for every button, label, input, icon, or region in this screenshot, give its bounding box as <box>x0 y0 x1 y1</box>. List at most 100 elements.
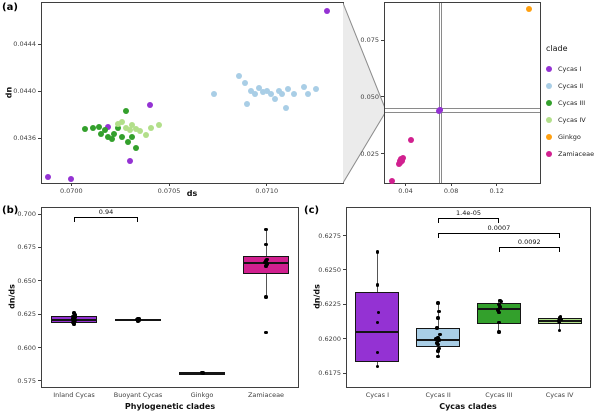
y-tick-mark <box>343 372 346 374</box>
y-tick-mark <box>38 380 41 382</box>
zoom-region-line <box>438 3 440 183</box>
x-tick-label: 0.0705 <box>157 187 181 195</box>
y-tick-label: 0.075 <box>360 36 379 45</box>
y-tick-mark <box>343 303 346 305</box>
zamiaceae-point <box>399 155 406 162</box>
panel-a-label: (a) <box>2 2 18 13</box>
cycas-iv-swatch-icon <box>546 116 552 123</box>
cycas-iii-point <box>128 134 135 141</box>
legend-item-label: Zamiaceae <box>558 149 595 158</box>
jitter-point <box>375 350 380 355</box>
cycas-iii-point <box>132 144 139 151</box>
cycas-iii-point <box>109 136 116 143</box>
y-tick-mark <box>38 137 41 139</box>
upper-whisker <box>376 252 378 292</box>
y-tick-label: 0.0444 <box>13 40 36 49</box>
y-tick-label: 0.6175 <box>318 369 341 378</box>
cycas-ii-point <box>312 85 319 92</box>
cycas-iii-point <box>95 123 102 130</box>
cycas-iii-swatch-icon <box>546 99 552 106</box>
cycas-ii-point <box>275 88 282 95</box>
y-tick-label: 0.0436 <box>13 134 36 143</box>
jitter-point <box>72 322 76 326</box>
significance-label: 0.0092 <box>517 237 541 246</box>
jitter-point <box>557 316 562 320</box>
cycas-ii-point <box>283 104 290 111</box>
jitter-point <box>559 317 564 322</box>
lower-whisker <box>265 273 267 297</box>
y-tick-mark <box>381 39 384 41</box>
cycas-iv-point <box>156 122 163 129</box>
panel-c-y-axis-title: dn/ds <box>312 284 322 309</box>
x-tick-label: 0.08 <box>443 187 459 195</box>
jitter-point <box>264 227 268 232</box>
cycas-ii-point <box>252 90 259 97</box>
cycas-i-point <box>437 107 444 114</box>
cycas-ii-swatch-icon <box>546 82 552 89</box>
cycas-iv-point <box>148 124 155 131</box>
significance-bracket-tip <box>558 232 560 238</box>
jitter-point <box>497 320 501 325</box>
y-tick-mark <box>343 235 346 237</box>
jitter-point <box>498 305 502 309</box>
jitter-point <box>201 371 205 375</box>
cycas-iv-point <box>126 127 133 134</box>
jitter-point <box>436 335 440 340</box>
legend-title: clade <box>546 44 568 53</box>
legend-item-cycas-iv: Cycas IV <box>546 111 600 128</box>
jitter-point <box>435 326 439 330</box>
cycas-ii-point <box>236 72 243 79</box>
category-label: Cycas IV <box>545 391 574 399</box>
cycas-i-point <box>44 174 51 181</box>
cycas-iii-point <box>123 108 130 115</box>
category-label: Cycas I <box>365 391 390 399</box>
y-tick-label: 0.600 <box>17 343 36 352</box>
jitter-point <box>497 302 501 307</box>
median-line <box>355 330 400 333</box>
y-tick-mark <box>38 280 41 282</box>
cycas-ii-point <box>248 88 255 95</box>
lower-whisker <box>498 323 500 332</box>
zamiaceae-point <box>399 158 406 165</box>
cycas-ii-point <box>255 84 262 91</box>
category-label: Inland Cycas <box>53 391 95 399</box>
x-tick-label: 0.04 <box>398 187 413 195</box>
jitter-point <box>72 311 76 315</box>
cycas-i-point <box>126 157 133 164</box>
upper-whisker <box>265 229 267 256</box>
cycas-iii-point <box>111 130 118 137</box>
cycas-i-swatch-icon <box>546 65 552 72</box>
y-tick-mark <box>343 338 346 340</box>
significance-bracket-tip <box>137 217 138 223</box>
jitter-point <box>375 320 380 325</box>
cycas-iv-point <box>115 121 122 128</box>
legend-item-cycas-iii: Cycas III <box>546 94 600 111</box>
category-label: Zamiaceae <box>247 391 285 399</box>
zoom-region-line <box>440 3 442 183</box>
cycas-i-point <box>146 102 153 109</box>
panel-b-y-axis-title: dn/ds <box>7 284 17 309</box>
panel-a-overview-scatter: 0.04 0.08 0.12 0.025 0.050 0.075 <box>360 2 541 195</box>
cycas-ii-point <box>267 90 274 97</box>
category-label: Cycas III <box>485 391 513 399</box>
cycas-ii-point <box>242 80 249 86</box>
y-tick-label: 0.6275 <box>318 231 341 240</box>
jitter-point <box>557 320 562 325</box>
y-tick-mark <box>38 313 41 315</box>
cycas-iii-point <box>97 130 104 137</box>
jitter-point <box>557 328 562 333</box>
significance-bracket-tip <box>497 217 499 223</box>
cycas-iv-point <box>132 125 139 132</box>
jitter-point <box>436 316 440 320</box>
jitter-point <box>437 338 441 342</box>
cycas-ii-point <box>271 96 278 103</box>
significance-label: 0.0007 <box>487 223 511 232</box>
significance-bracket <box>438 232 560 234</box>
y-tick-mark <box>38 90 41 92</box>
x-tick-label: 0.12 <box>489 187 504 195</box>
jitter-point <box>264 330 268 335</box>
cycas-ii-point <box>285 85 292 92</box>
category-label: Ginkgo <box>190 391 214 399</box>
cycas-iv-point <box>123 124 130 131</box>
